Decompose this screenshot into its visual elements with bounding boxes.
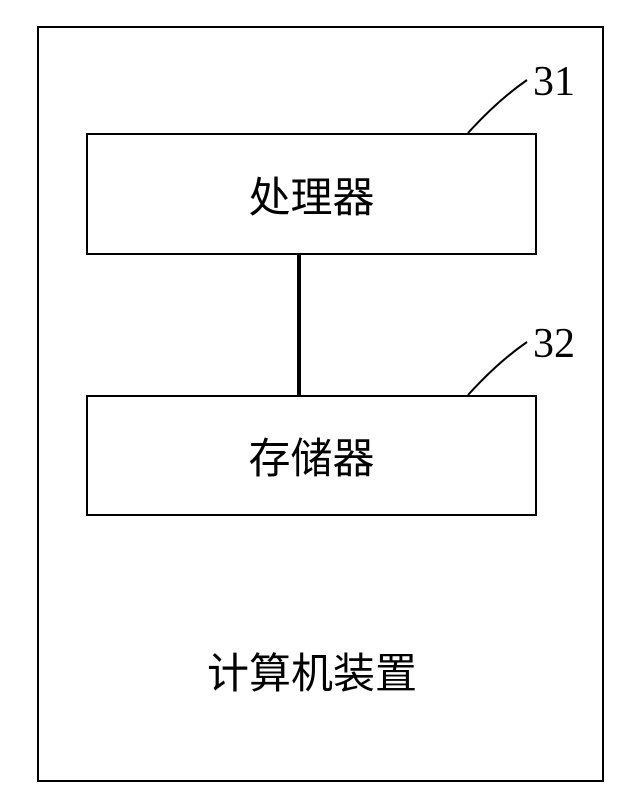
memory-ref-number: 32 [533, 320, 575, 368]
memory-box: 存储器 [86, 395, 537, 516]
processor-box: 处理器 [86, 133, 537, 255]
memory-leader-line [463, 337, 532, 400]
processor-ref-number: 31 [533, 58, 575, 106]
processor-leader-line [463, 75, 532, 138]
processor-label: 处理器 [248, 164, 374, 225]
memory-label: 存储器 [248, 425, 374, 486]
diagram-caption: 计算机装置 [207, 640, 417, 701]
connector-line [297, 255, 301, 395]
